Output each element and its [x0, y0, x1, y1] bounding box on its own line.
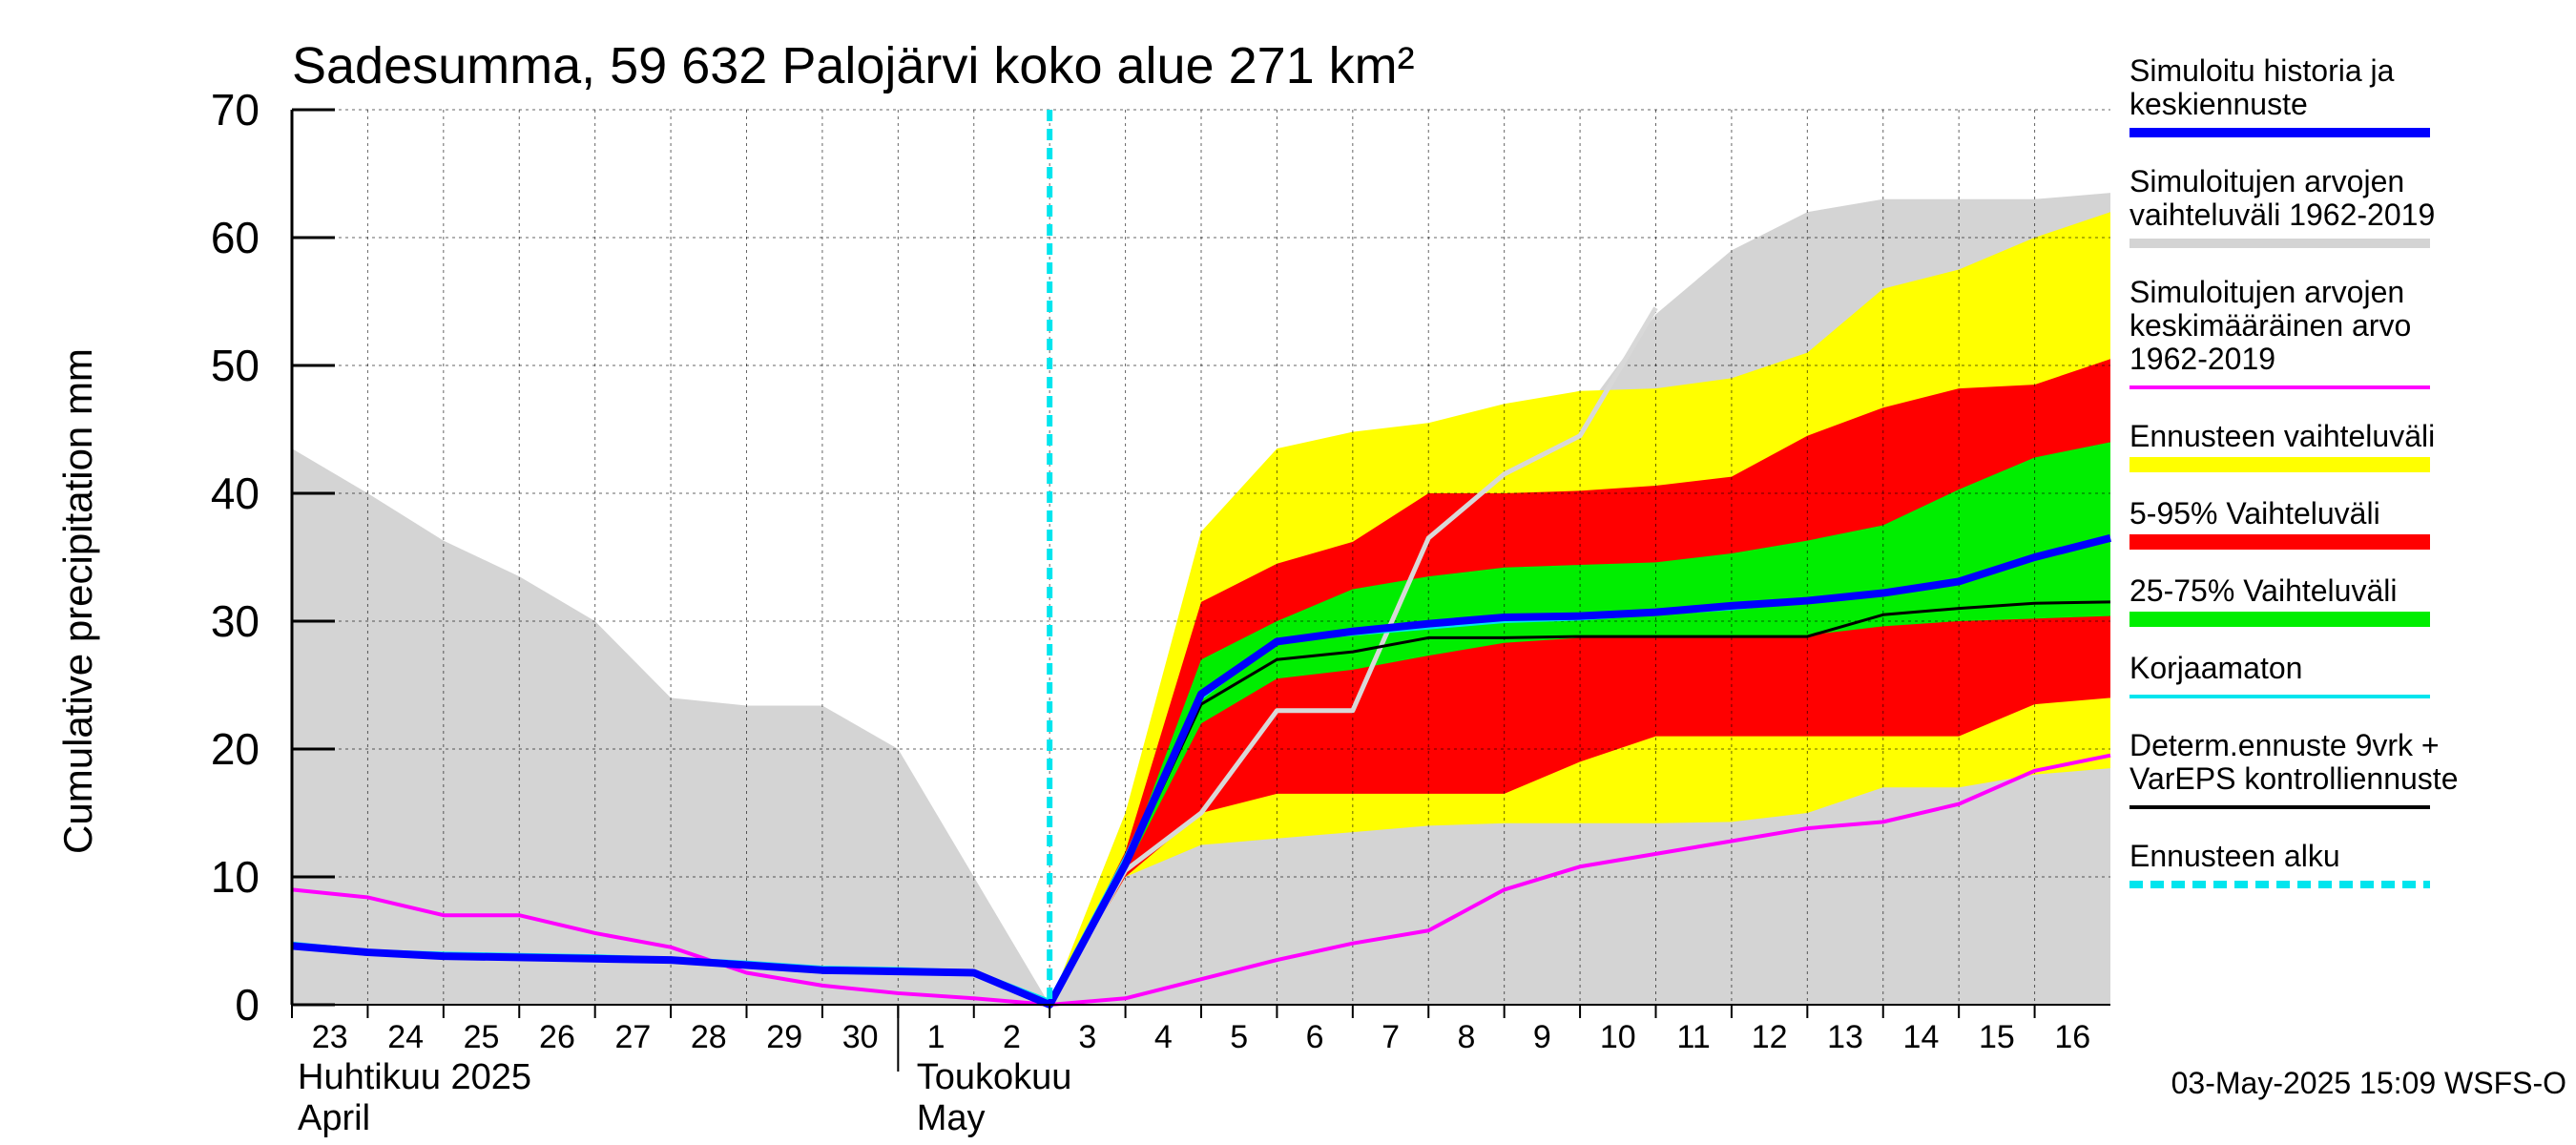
- grey-simulated-line: [1047, 306, 1658, 1007]
- deterministic-forecast-line: [1048, 600, 2111, 1006]
- plot-area: [291, 109, 2111, 1009]
- legend-label: Korjaamaton: [2129, 651, 2302, 685]
- x-tick-label: 5: [1230, 1019, 1248, 1055]
- x-tick-label: 12: [1752, 1019, 1788, 1055]
- legend-label: Simuloitujen arvojen: [2129, 275, 2404, 309]
- month-label-english: April: [298, 1098, 370, 1138]
- x-tick-label: 28: [691, 1019, 727, 1055]
- p25-75-band: [1049, 442, 2110, 1005]
- x-tick-label: 14: [1903, 1019, 1940, 1055]
- legend-label: 5-95% Vaihteluväli: [2129, 496, 2380, 531]
- x-tick-label: 10: [1600, 1019, 1636, 1055]
- x-tick-label: 3: [1078, 1019, 1096, 1055]
- x-tick-label: 4: [1154, 1019, 1173, 1055]
- chart-title: Sadesumma, 59 632 Palojärvi koko alue 27…: [292, 37, 1415, 94]
- y-tick-label: 70: [211, 85, 260, 135]
- grid: [292, 109, 2110, 1005]
- x-tick-label: 7: [1381, 1019, 1400, 1055]
- x-tick-label: 1: [927, 1019, 945, 1055]
- legend-label: vaihteluväli 1962-2019: [2129, 198, 2435, 232]
- legend-label: Determ.ennuste 9vrk +: [2129, 728, 2440, 762]
- month-label: Toukokuu: [917, 1057, 1072, 1097]
- y-tick-label: 40: [211, 468, 260, 518]
- p5-95-band: [1049, 359, 2110, 1005]
- y-tick-label: 60: [211, 213, 260, 262]
- legend-label: 25-75% Vaihteluväli: [2129, 573, 2397, 608]
- legend-swatch: [2129, 612, 2430, 627]
- x-tick-label: 11: [1677, 1019, 1711, 1055]
- legend-swatch: [2129, 457, 2430, 472]
- mean-history-line: [291, 753, 2111, 1007]
- month-label: Huhtikuu 2025: [298, 1057, 531, 1097]
- y-axis-label: Cumulative precipitation mm: [55, 348, 100, 854]
- x-tick-label: 2: [1003, 1019, 1021, 1055]
- legend-label: Ennusteen vaihteluväli: [2129, 419, 2435, 453]
- x-tick-label: 27: [614, 1019, 651, 1055]
- legend-swatch: [2129, 534, 2430, 550]
- x-tick-label: 6: [1306, 1019, 1324, 1055]
- legend-label: Ennusteen alku: [2129, 839, 2340, 873]
- x-tick-label: 23: [312, 1019, 348, 1055]
- timestamp: 03-May-2025 15:09 WSFS-O: [2171, 1066, 2566, 1100]
- legend-label: Simuloitu historia ja: [2129, 53, 2395, 88]
- legend-label: Simuloitujen arvojen: [2129, 164, 2404, 198]
- y-tick-label: 30: [211, 596, 260, 646]
- x-tick-label: 26: [539, 1019, 575, 1055]
- x-tick-label: 30: [842, 1019, 879, 1055]
- x-tick-label: 24: [387, 1019, 424, 1055]
- x-tick-label: 25: [464, 1019, 500, 1055]
- x-tick-label: 29: [766, 1019, 802, 1055]
- y-tick-label: 20: [211, 724, 260, 774]
- simulated-median-line: [291, 534, 2111, 1009]
- x-tick-label: 16: [2054, 1019, 2090, 1055]
- y-tick-label: 50: [211, 341, 260, 390]
- x-tick-label: 9: [1533, 1019, 1551, 1055]
- legend-label: keskiennuste: [2129, 87, 2308, 121]
- y-tick-label: 0: [235, 980, 260, 1030]
- legend-label: 1962-2019: [2129, 342, 2275, 376]
- legend-label: keskimääräinen arvo: [2129, 308, 2411, 343]
- y-tick-label: 10: [211, 852, 260, 902]
- month-label-english: May: [917, 1098, 986, 1138]
- legend-label: VarEPS kontrolliennuste: [2129, 761, 2458, 796]
- x-tick-label: 15: [1979, 1019, 2015, 1055]
- x-tick-label: 8: [1457, 1019, 1475, 1055]
- x-tick-label: 13: [1827, 1019, 1863, 1055]
